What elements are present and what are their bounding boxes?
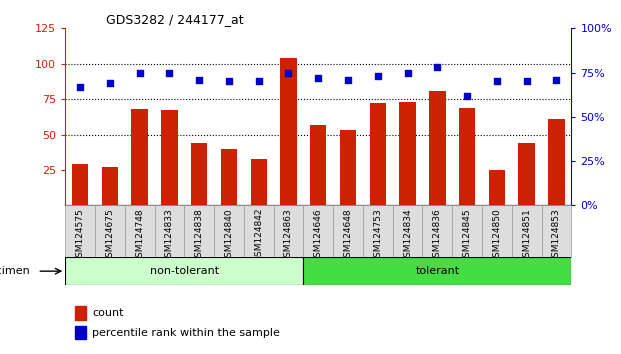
FancyBboxPatch shape	[95, 205, 125, 257]
Text: GSM124834: GSM124834	[403, 208, 412, 263]
Point	[492, 79, 502, 84]
FancyBboxPatch shape	[422, 205, 452, 257]
Bar	[304, 257, 571, 285]
Bar	[489, 170, 505, 205]
Text: GSM124840: GSM124840	[224, 208, 233, 263]
Bar	[75, 306, 86, 320]
Text: percentile rank within the sample: percentile rank within the sample	[92, 327, 280, 338]
Bar	[459, 108, 475, 205]
FancyBboxPatch shape	[214, 205, 244, 257]
Bar	[280, 58, 297, 205]
Text: GSM124853: GSM124853	[552, 208, 561, 263]
FancyBboxPatch shape	[155, 205, 184, 257]
FancyBboxPatch shape	[452, 205, 482, 257]
Bar	[369, 103, 386, 205]
Bar	[132, 109, 148, 205]
Bar	[519, 143, 535, 205]
FancyBboxPatch shape	[304, 205, 333, 257]
Point	[254, 79, 264, 84]
Text: GSM124838: GSM124838	[194, 208, 204, 263]
Point	[343, 77, 353, 82]
Point	[105, 80, 115, 86]
Bar	[65, 257, 304, 285]
Bar	[340, 130, 356, 205]
Bar	[429, 91, 445, 205]
Text: GSM124648: GSM124648	[343, 208, 353, 263]
Point	[194, 77, 204, 82]
FancyBboxPatch shape	[244, 205, 274, 257]
Point	[284, 70, 294, 75]
Bar	[399, 102, 416, 205]
Point	[135, 70, 145, 75]
Bar	[191, 143, 207, 205]
Text: GSM124851: GSM124851	[522, 208, 531, 263]
Text: non-tolerant: non-tolerant	[150, 266, 219, 276]
Bar	[75, 326, 86, 339]
Bar	[72, 164, 88, 205]
Text: GSM124575: GSM124575	[76, 208, 84, 263]
Point	[165, 70, 175, 75]
Text: GSM124863: GSM124863	[284, 208, 293, 263]
Text: GDS3282 / 244177_at: GDS3282 / 244177_at	[106, 13, 243, 26]
Point	[551, 77, 561, 82]
Bar	[310, 125, 327, 205]
Text: GSM124646: GSM124646	[314, 208, 323, 263]
FancyBboxPatch shape	[363, 205, 392, 257]
Point	[522, 79, 532, 84]
Text: count: count	[92, 308, 124, 318]
Text: GSM124833: GSM124833	[165, 208, 174, 263]
Text: tolerant: tolerant	[415, 266, 460, 276]
Point	[402, 70, 412, 75]
Bar	[548, 119, 564, 205]
FancyBboxPatch shape	[274, 205, 304, 257]
FancyBboxPatch shape	[512, 205, 542, 257]
Bar	[250, 159, 267, 205]
Bar	[220, 149, 237, 205]
Point	[462, 93, 472, 98]
Text: GSM124748: GSM124748	[135, 208, 144, 263]
Text: GSM124842: GSM124842	[254, 208, 263, 262]
Text: GSM124753: GSM124753	[373, 208, 383, 263]
FancyBboxPatch shape	[542, 205, 571, 257]
FancyBboxPatch shape	[333, 205, 363, 257]
FancyBboxPatch shape	[482, 205, 512, 257]
Bar	[161, 110, 178, 205]
Point	[75, 84, 85, 90]
FancyBboxPatch shape	[65, 205, 95, 257]
Text: GSM124845: GSM124845	[463, 208, 471, 263]
Text: GSM124836: GSM124836	[433, 208, 442, 263]
FancyBboxPatch shape	[125, 205, 155, 257]
FancyBboxPatch shape	[392, 205, 422, 257]
FancyBboxPatch shape	[184, 205, 214, 257]
Point	[432, 64, 442, 70]
Text: GSM124675: GSM124675	[106, 208, 114, 263]
Point	[313, 75, 323, 81]
Point	[224, 79, 234, 84]
Point	[373, 73, 383, 79]
Text: GSM124850: GSM124850	[492, 208, 501, 263]
Text: specimen: specimen	[0, 266, 30, 276]
Bar	[102, 167, 118, 205]
